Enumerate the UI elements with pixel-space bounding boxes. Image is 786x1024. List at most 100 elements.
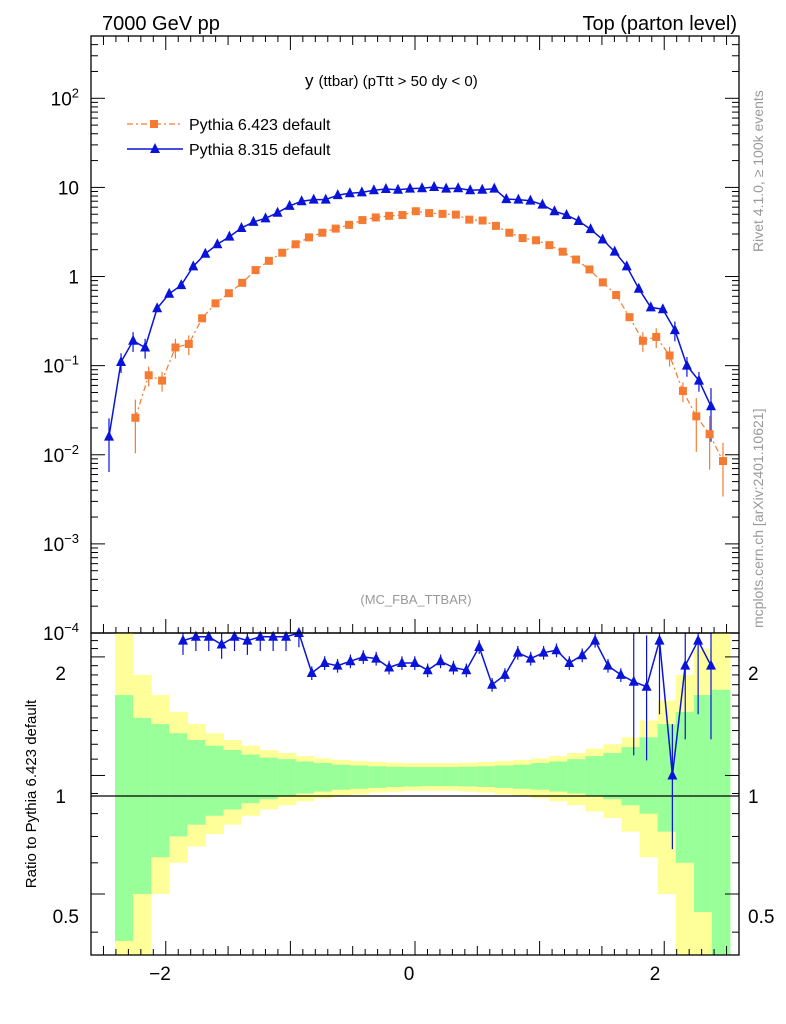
pythia8-point: [513, 193, 524, 204]
pythia8-point: [368, 184, 379, 195]
green-band-bin: [115, 695, 134, 941]
ratio-point: [461, 664, 472, 675]
ratio-point: [525, 652, 536, 663]
ratio-point: [293, 627, 304, 637]
pythia8-point: [585, 223, 596, 234]
pythia8-point: [212, 238, 223, 249]
main-series-group: [104, 181, 727, 497]
pythia8-point: [669, 324, 680, 335]
main-axis-ticks: [91, 35, 739, 634]
pythia6-line: [134, 210, 724, 462]
pythia6-point: [425, 209, 434, 218]
ratio-point: [551, 644, 562, 655]
ratio-ytick-right-1: 1: [748, 787, 759, 808]
ratio-point: [384, 661, 395, 672]
pythia6-point: [211, 299, 220, 308]
main-ytick-label: 10−4: [43, 620, 79, 645]
xtick-label-minus2: −2: [149, 964, 171, 985]
ratio-point: [396, 656, 407, 667]
legend-label-pythia6: Pythia 6.423 default: [189, 117, 331, 134]
green-band-bin: [476, 766, 496, 787]
ratio-point: [564, 656, 575, 667]
ratio-point: [615, 668, 626, 679]
ratio-uncertainty-bands: [115, 633, 731, 955]
pythia8-point: [645, 301, 656, 312]
pythia6-point: [291, 240, 300, 249]
pythia6-point: [264, 256, 273, 265]
pythia8-point: [489, 182, 500, 193]
pythia8-point: [597, 233, 608, 244]
legend-label-pythia8: Pythia 8.315 default: [189, 142, 331, 159]
ratio-point: [358, 650, 369, 661]
ytick-exponent: 2: [72, 85, 79, 100]
green-band-bin: [259, 757, 279, 800]
ratio-axis-ticks: [91, 640, 739, 955]
pythia8-point: [164, 287, 175, 298]
pythia6-point: [198, 314, 207, 323]
pythia6-point: [385, 211, 394, 220]
ratio-plot-panel: 2 1 0.5 2 1 0.5 −2 0 2 Ratio to Pythia 6…: [23, 627, 774, 985]
pythia8-point: [621, 260, 632, 271]
pythia8-point: [465, 184, 476, 195]
green-band-bin: [458, 766, 478, 787]
ratio-point: [499, 668, 510, 679]
pythia8-point: [308, 193, 319, 204]
pythia8-line: [108, 186, 712, 437]
ratio-point: [448, 661, 459, 672]
ratio-point: [512, 646, 523, 657]
pythia6-point: [184, 339, 193, 348]
pythia6-point: [558, 247, 567, 256]
pythia6-point: [585, 265, 594, 274]
green-band-bin: [512, 764, 532, 789]
main-y-tick-labels: 10−4 10−3 10−2 10−1 1 10 102: [43, 85, 79, 645]
green-band-bin: [313, 763, 333, 792]
pythia8-point: [609, 245, 620, 256]
pythia6-point: [638, 336, 647, 345]
pythia8-point: [296, 195, 307, 206]
pythia8-point: [332, 189, 343, 200]
ratio-point: [577, 649, 588, 660]
pythia6-point: [318, 228, 327, 237]
pythia6-point: [652, 332, 661, 341]
main-ytick-label: 1: [68, 268, 79, 289]
ytick-exponent: −1: [64, 353, 79, 368]
xtick-label-2: 2: [650, 964, 661, 985]
pythia8-point: [224, 230, 235, 241]
analysis-watermark: (MC_FBA_TTBAR): [360, 592, 471, 607]
green-band-bin: [332, 764, 351, 790]
ratio-point: [693, 634, 704, 645]
pythia6-point: [572, 255, 581, 264]
pythia6-point: [251, 266, 260, 275]
pythia8-point: [453, 182, 464, 193]
green-band-bin: [368, 766, 387, 788]
green-band-bin: [169, 733, 188, 837]
ratio-point: [602, 659, 613, 670]
ratio-point: [706, 659, 716, 670]
rivet-version-label: Rivet 4.1.0, ≥ 100k events: [750, 90, 766, 252]
ratio-point: [242, 634, 253, 645]
green-band-bin: [422, 767, 442, 787]
green-band-bin: [621, 747, 641, 806]
pythia6-point: [131, 413, 140, 422]
ratio-ytick-right-0.5: 0.5: [748, 907, 774, 928]
ratio-point: [371, 652, 382, 663]
ratio-point: [435, 655, 446, 666]
pythia8-point: [441, 182, 452, 193]
green-band-bin: [639, 737, 659, 814]
green-band-bin: [711, 689, 731, 955]
green-band-bin: [603, 753, 622, 800]
pythia6-point: [358, 216, 367, 225]
pythia8-point: [128, 334, 139, 345]
pythia6-point: [331, 224, 340, 233]
pythia8-point: [657, 303, 668, 314]
green-band-bin: [133, 717, 152, 894]
ratio-point: [409, 656, 420, 667]
pythia8-point: [260, 212, 271, 223]
pythia6-point: [678, 386, 687, 395]
pythia8-point: [104, 430, 114, 441]
green-band-bin: [205, 745, 225, 816]
pythia6-point: [438, 209, 447, 218]
pythia6-point: [371, 213, 380, 222]
pythia8-point: [356, 186, 367, 197]
